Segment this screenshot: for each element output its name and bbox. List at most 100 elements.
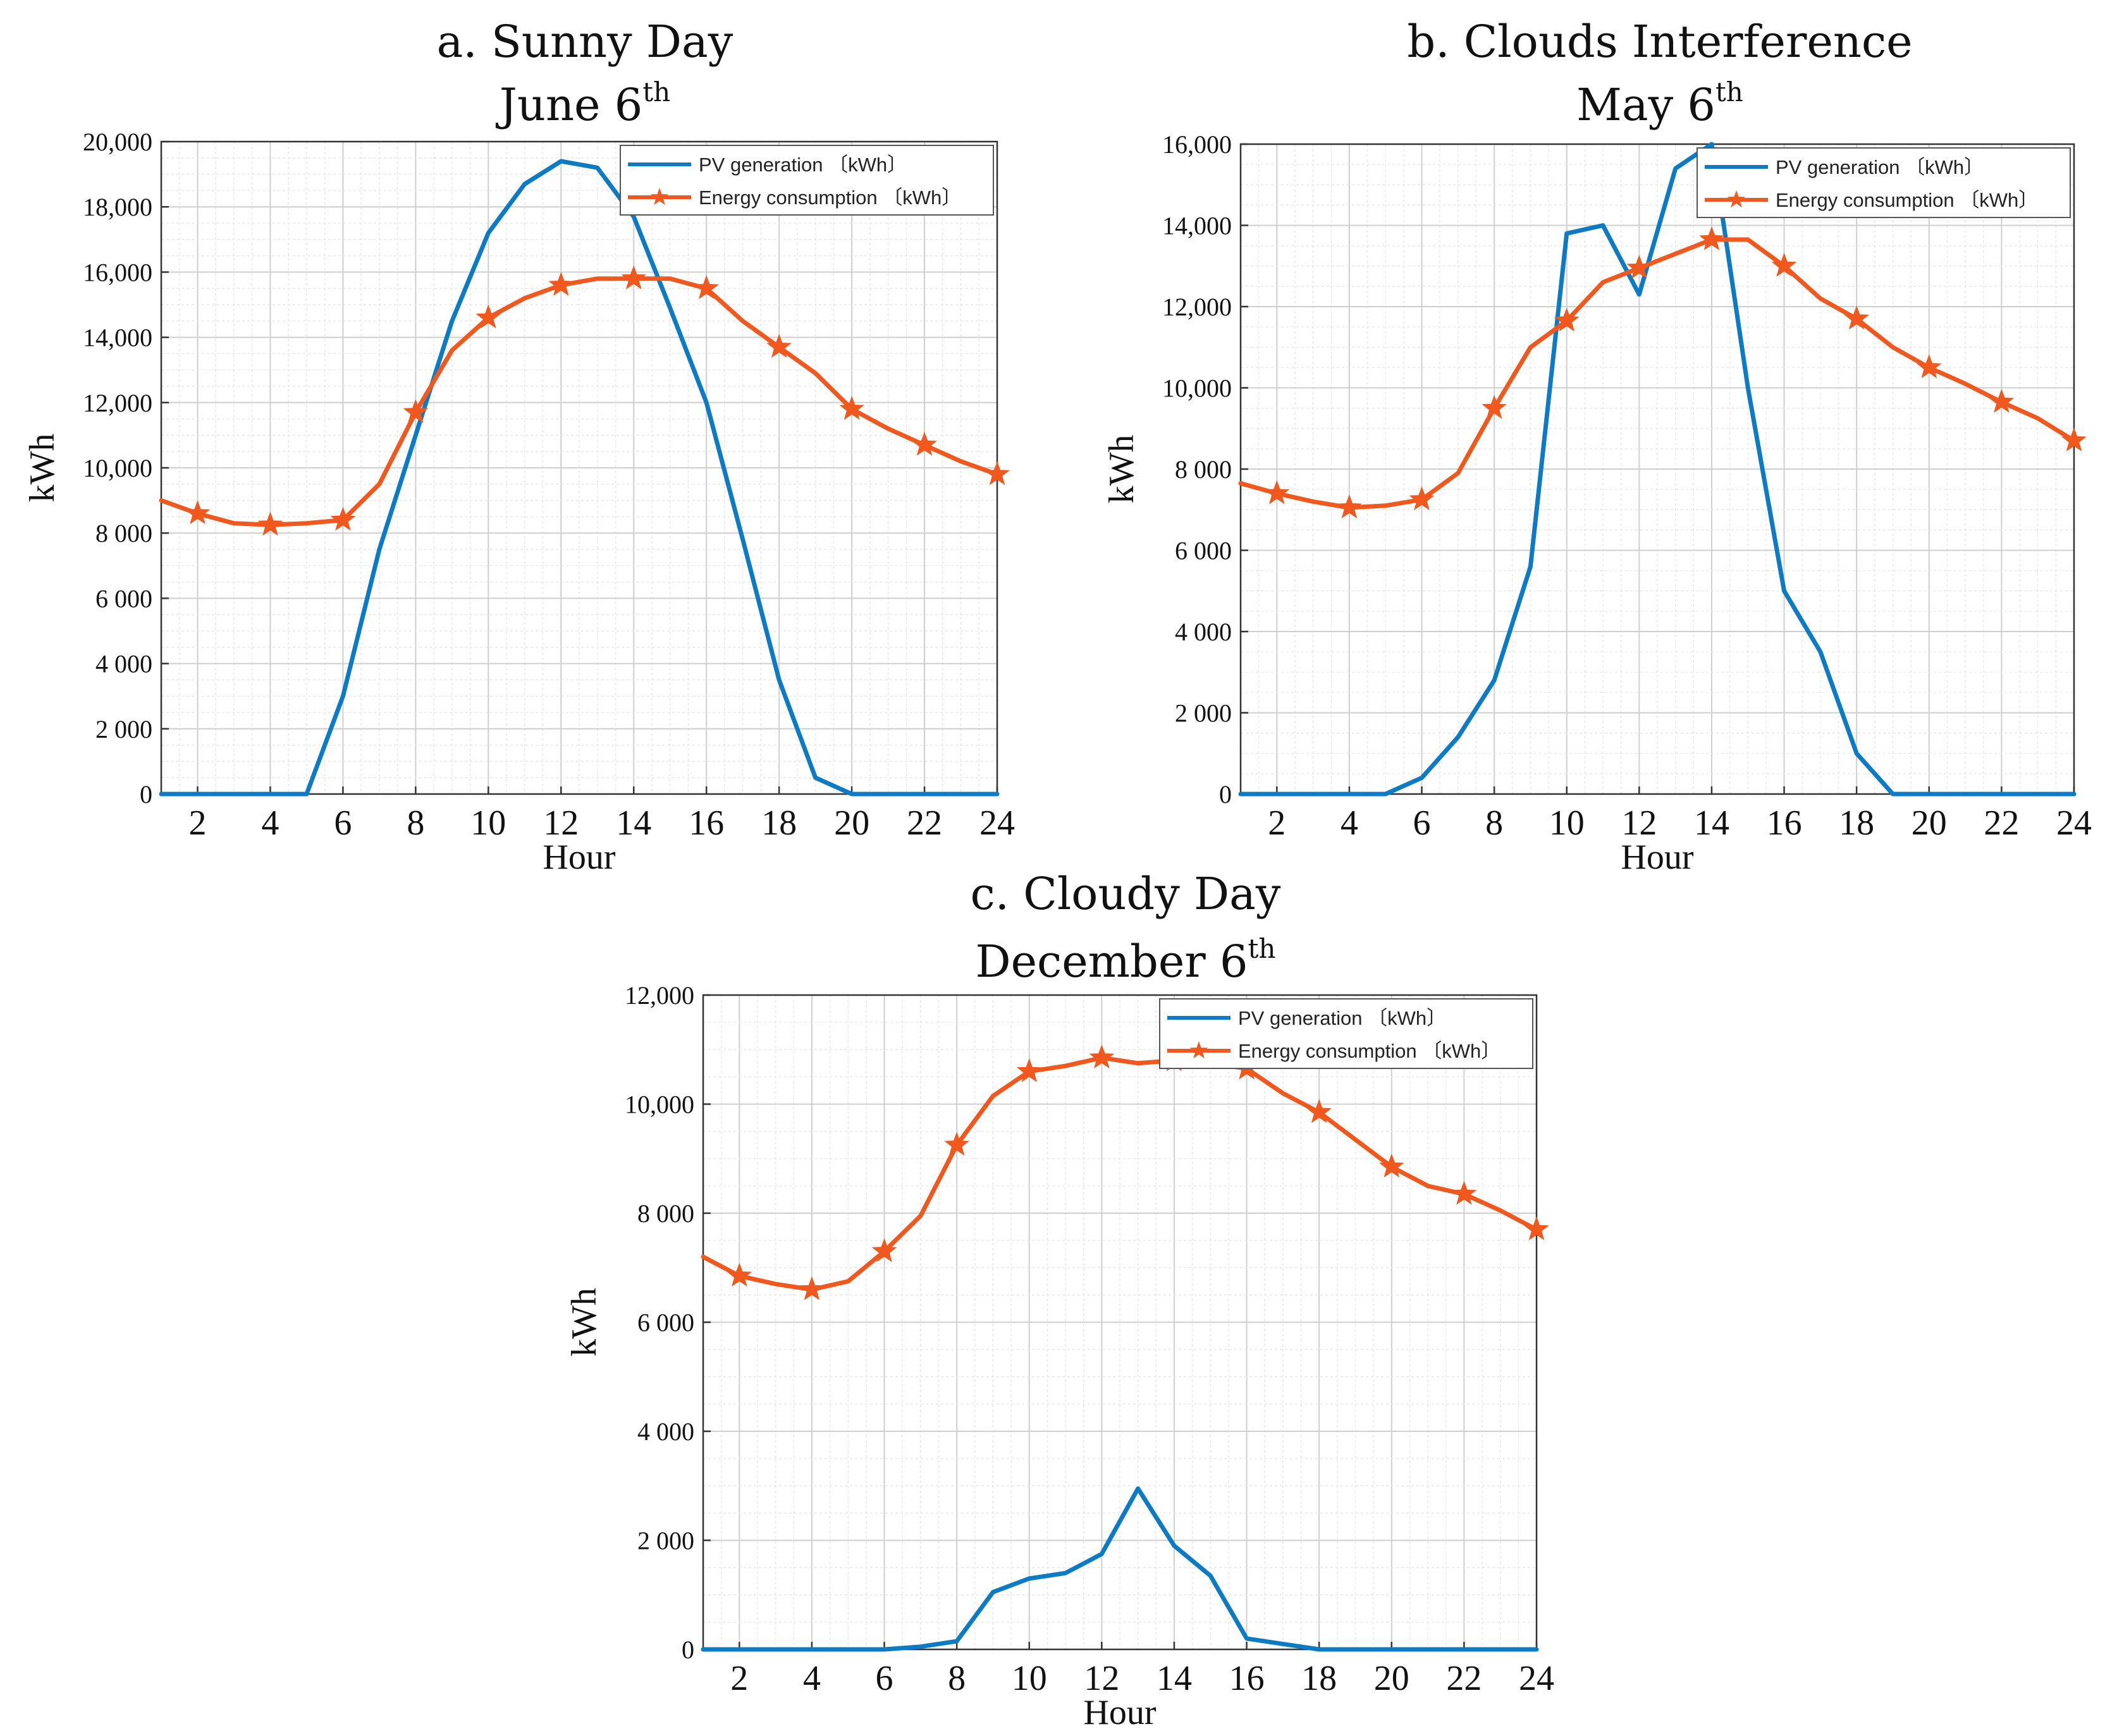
x-tick-label: 18 — [1301, 1659, 1337, 1698]
series-line — [1238, 142, 2077, 797]
y-tick-label: 4 000 — [1175, 618, 1232, 646]
data-point — [775, 1649, 776, 1650]
legend-swatch-star — [1727, 190, 1746, 208]
data-point — [924, 793, 925, 795]
data-point-star — [476, 304, 501, 329]
y-tick-label: 12,000 — [83, 389, 152, 417]
x-tick-label: 16 — [1767, 804, 1802, 843]
data-point-star — [621, 265, 647, 290]
data-point — [197, 793, 198, 795]
series-line — [159, 276, 1000, 527]
x-tick-label: 22 — [907, 804, 942, 843]
x-tick-label: 24 — [1519, 1659, 1554, 1698]
data-point-star — [1989, 389, 2015, 413]
chart-subtitle-suffix: th — [1248, 933, 1276, 964]
data-point-star — [727, 1262, 752, 1287]
x-tick-label: 6 — [876, 1659, 893, 1698]
y-tick-label: 0 — [1219, 780, 1232, 809]
chart-subtitle-date: June 6 — [496, 79, 642, 131]
data-point — [2037, 418, 2039, 419]
x-tick-label: 24 — [2056, 804, 2092, 843]
y-tick-label: 8 000 — [637, 1199, 694, 1228]
data-point — [1385, 793, 1386, 795]
y-tick-label: 16,000 — [83, 258, 152, 286]
data-point — [1282, 1092, 1284, 1094]
series-pv-generation — [701, 1486, 1539, 1652]
chart-subtitle-date: December 6 — [976, 936, 1248, 987]
data-point-star — [403, 399, 429, 424]
data-point — [2073, 793, 2075, 795]
data-point — [1354, 1649, 1356, 1650]
legend-box — [1159, 998, 1533, 1069]
data-point — [1065, 1065, 1066, 1067]
chart-subtitle-date: May 6 — [1576, 79, 1715, 131]
data-point — [1638, 294, 1640, 295]
series-line — [701, 1486, 1539, 1652]
series-energy-consumption — [159, 265, 1010, 536]
data-point — [1246, 1638, 1248, 1639]
x-tick-label: 22 — [1984, 804, 2019, 843]
data-point — [1566, 233, 1568, 234]
data-point — [1602, 281, 1604, 283]
data-point — [1065, 1572, 1066, 1574]
legend-label: PV generation 〔kWh〕 — [1776, 156, 1984, 178]
x-tick-label: 18 — [1839, 804, 1874, 843]
data-point — [1530, 566, 1531, 567]
data-point-star — [1699, 226, 1724, 250]
grid — [703, 995, 1537, 1649]
data-point — [451, 350, 453, 351]
data-point-star — [1337, 494, 1362, 518]
x-tick-label: 12 — [1621, 804, 1657, 843]
data-point-star — [1409, 486, 1435, 511]
data-point — [1711, 144, 1712, 145]
data-point-star — [1771, 252, 1797, 277]
data-point — [960, 793, 962, 795]
data-point — [524, 183, 525, 185]
legend-label: Energy consumption 〔kWh〕 — [699, 186, 961, 209]
x-tick-label: 18 — [761, 804, 797, 843]
x-tick-label: 14 — [616, 804, 651, 843]
data-point-star — [1451, 1180, 1477, 1205]
x-tick-label: 12 — [1084, 1659, 1119, 1698]
data-point-star — [1554, 307, 1580, 332]
y-tick-label: 20,000 — [83, 128, 152, 156]
data-point — [415, 434, 416, 436]
data-point — [1675, 168, 1676, 169]
data-point — [811, 1649, 813, 1650]
data-point — [1602, 225, 1604, 226]
data-point — [1318, 1649, 1320, 1650]
data-point-star — [1626, 255, 1652, 279]
x-tick-label: 2 — [1268, 804, 1286, 843]
data-point-star — [912, 432, 937, 456]
data-point-star — [1089, 1044, 1115, 1069]
data-point-star — [839, 396, 864, 420]
legend-box — [620, 145, 994, 216]
data-point — [1385, 505, 1386, 506]
x-tick-label: 24 — [979, 804, 1015, 843]
data-point — [884, 1649, 885, 1650]
series-line — [159, 159, 1000, 797]
data-point — [1530, 346, 1531, 348]
data-point — [960, 461, 962, 462]
data-point — [703, 1649, 704, 1650]
y-tick-label: 18,000 — [83, 193, 152, 221]
x-tick-label: 8 — [1485, 804, 1503, 843]
chart-title: a. Sunny Day — [437, 16, 733, 68]
data-point-star — [1016, 1058, 1042, 1082]
data-point — [161, 500, 162, 501]
y-tick-label: 0 — [140, 780, 152, 809]
y-tick-label: 2 000 — [637, 1527, 694, 1555]
x-tick-label: 16 — [1229, 1659, 1265, 1698]
data-point — [739, 1649, 740, 1650]
data-point-star — [185, 500, 211, 525]
data-point — [2001, 793, 2002, 795]
x-tick-label: 10 — [470, 804, 506, 843]
data-point — [2037, 793, 2039, 795]
data-point — [997, 793, 998, 795]
x-tick-label: 4 — [803, 1659, 821, 1698]
data-point-star — [1306, 1099, 1332, 1123]
data-point-star — [871, 1238, 897, 1262]
chart-subtitle: December 6th — [976, 933, 1276, 987]
x-axis-label: Hour — [1083, 1693, 1156, 1732]
